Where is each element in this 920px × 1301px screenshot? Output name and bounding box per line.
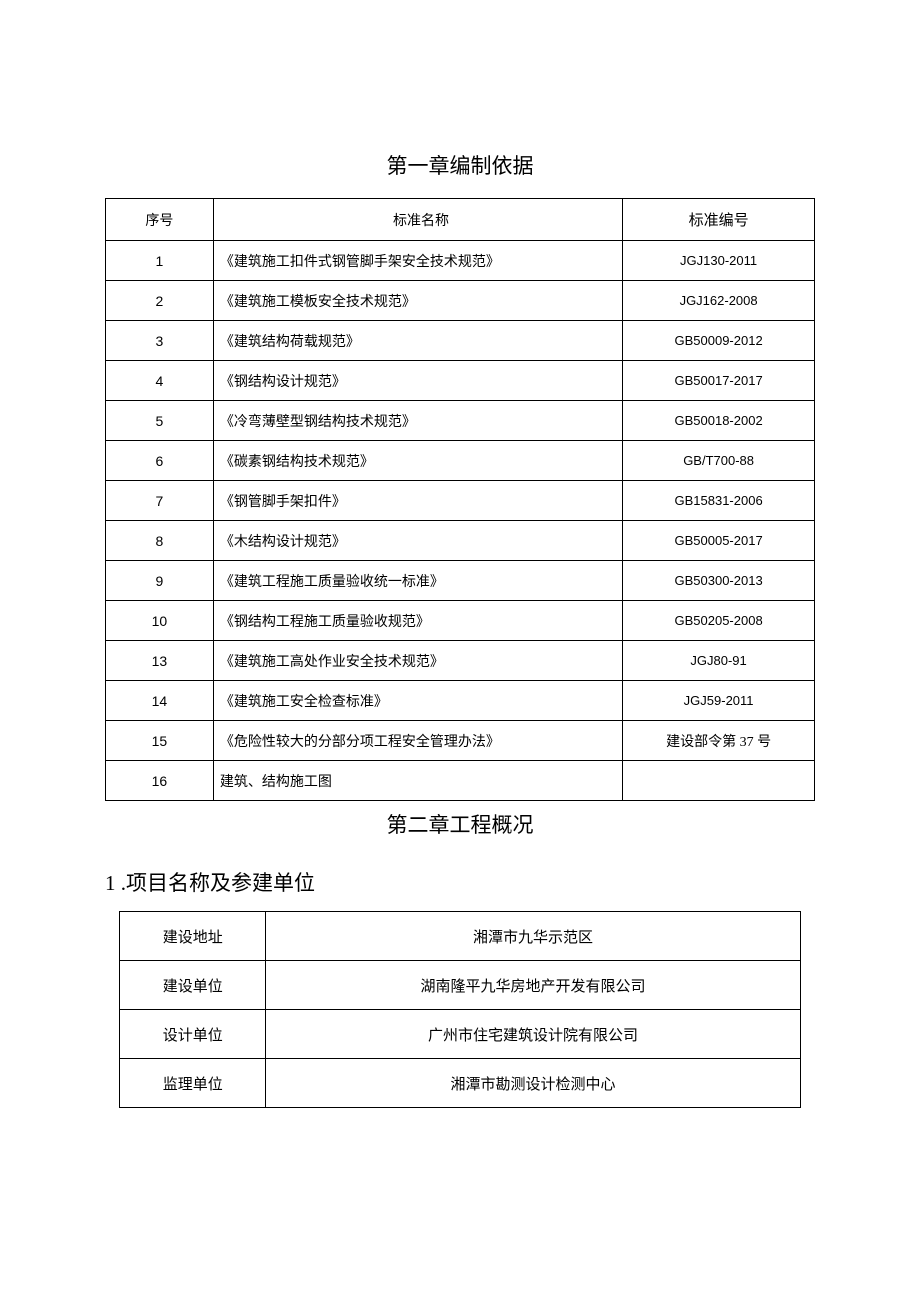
cell-seq: 4: [106, 361, 214, 401]
cell-name: 《建筑施工高处作业安全技术规范》: [213, 641, 622, 681]
cell-code: 建设部令第 37 号: [623, 721, 815, 761]
cell-value: 湘潭市勘测设计检测中心: [266, 1059, 801, 1108]
cell-code: JGJ80-91: [623, 641, 815, 681]
table-row: 2《建筑施工模板安全技术规范》JGJ162-2008: [106, 281, 815, 321]
cell-name: 《建筑施工扣件式钢管脚手架安全技术规范》: [213, 241, 622, 281]
cell-code: GB15831-2006: [623, 481, 815, 521]
cell-seq: 10: [106, 601, 214, 641]
cell-seq: 1: [106, 241, 214, 281]
table-row: 9《建筑工程施工质量验收统一标准》GB50300-2013: [106, 561, 815, 601]
table-row: 设计单位广州市住宅建筑设计院有限公司: [120, 1010, 801, 1059]
table-row: 建设地址湘潭市九华示范区: [120, 912, 801, 961]
cell-name: 《钢管脚手架扣件》: [213, 481, 622, 521]
project-info-table: 建设地址湘潭市九华示范区建设单位湖南隆平九华房地产开发有限公司设计单位广州市住宅…: [119, 911, 801, 1108]
cell-seq: 5: [106, 401, 214, 441]
cell-seq: 15: [106, 721, 214, 761]
table-row: 4《钢结构设计规范》GB50017-2017: [106, 361, 815, 401]
table-row: 16建筑、结构施工图: [106, 761, 815, 801]
cell-name: 《建筑施工安全检查标准》: [213, 681, 622, 721]
table-row: 5《冷弯薄壁型钢结构技术规范》GB50018-2002: [106, 401, 815, 441]
table-row: 监理单位湘潭市勘测设计检测中心: [120, 1059, 801, 1108]
chapter-2-title: 第二章工程概况: [105, 809, 815, 839]
table-row: 10《钢结构工程施工质量验收规范》GB50205-2008: [106, 601, 815, 641]
cell-seq: 7: [106, 481, 214, 521]
cell-code: GB50009-2012: [623, 321, 815, 361]
table-row: 13《建筑施工高处作业安全技术规范》JGJ80-91: [106, 641, 815, 681]
cell-code: GB50018-2002: [623, 401, 815, 441]
cell-name: 《建筑施工模板安全技术规范》: [213, 281, 622, 321]
table-row: 3《建筑结构荷载规范》GB50009-2012: [106, 321, 815, 361]
cell-name: 《木结构设计规范》: [213, 521, 622, 561]
cell-seq: 9: [106, 561, 214, 601]
table-row: 8《木结构设计规范》GB50005-2017: [106, 521, 815, 561]
chapter-1-title: 第一章编制依据: [105, 150, 815, 180]
table-row: 1《建筑施工扣件式钢管脚手架安全技术规范》JGJ130-2011: [106, 241, 815, 281]
cell-code: JGJ59-2011: [623, 681, 815, 721]
cell-name: 《危险性较大的分部分项工程安全管理办法》: [213, 721, 622, 761]
cell-seq: 14: [106, 681, 214, 721]
cell-seq: 13: [106, 641, 214, 681]
table-row: 建设单位湖南隆平九华房地产开发有限公司: [120, 961, 801, 1010]
cell-name: 《钢结构工程施工质量验收规范》: [213, 601, 622, 641]
cell-seq: 3: [106, 321, 214, 361]
cell-value: 广州市住宅建筑设计院有限公司: [266, 1010, 801, 1059]
cell-code: [623, 761, 815, 801]
cell-seq: 6: [106, 441, 214, 481]
cell-label: 监理单位: [120, 1059, 266, 1108]
header-seq: 序号: [106, 199, 214, 241]
cell-seq: 2: [106, 281, 214, 321]
cell-code: GB/T700-88: [623, 441, 815, 481]
table-row: 14《建筑施工安全检查标准》JGJ59-2011: [106, 681, 815, 721]
cell-name: 《钢结构设计规范》: [213, 361, 622, 401]
cell-name: 建筑、结构施工图: [213, 761, 622, 801]
cell-name: 《建筑工程施工质量验收统一标准》: [213, 561, 622, 601]
standards-table: 序号 标准名称 标准编号 1《建筑施工扣件式钢管脚手架安全技术规范》JGJ130…: [105, 198, 815, 801]
cell-seq: 8: [106, 521, 214, 561]
cell-name: 《冷弯薄壁型钢结构技术规范》: [213, 401, 622, 441]
table-row: 7《钢管脚手架扣件》GB15831-2006: [106, 481, 815, 521]
cell-label: 建设单位: [120, 961, 266, 1010]
cell-label: 设计单位: [120, 1010, 266, 1059]
cell-code: GB50017-2017: [623, 361, 815, 401]
table-row: 6《碳素钢结构技术规范》GB/T700-88: [106, 441, 815, 481]
table-row: 15《危险性较大的分部分项工程安全管理办法》建设部令第 37 号: [106, 721, 815, 761]
cell-code: GB50300-2013: [623, 561, 815, 601]
cell-value: 湖南隆平九华房地产开发有限公司: [266, 961, 801, 1010]
header-name: 标准名称: [213, 199, 622, 241]
cell-code: GB50005-2017: [623, 521, 815, 561]
cell-code: JGJ130-2011: [623, 241, 815, 281]
table-header-row: 序号 标准名称 标准编号: [106, 199, 815, 241]
cell-label: 建设地址: [120, 912, 266, 961]
header-code: 标准编号: [623, 199, 815, 241]
cell-code: GB50205-2008: [623, 601, 815, 641]
cell-seq: 16: [106, 761, 214, 801]
section-1-title: 1 .项目名称及参建单位: [105, 867, 815, 897]
cell-value: 湘潭市九华示范区: [266, 912, 801, 961]
cell-name: 《建筑结构荷载规范》: [213, 321, 622, 361]
cell-code: JGJ162-2008: [623, 281, 815, 321]
cell-name: 《碳素钢结构技术规范》: [213, 441, 622, 481]
